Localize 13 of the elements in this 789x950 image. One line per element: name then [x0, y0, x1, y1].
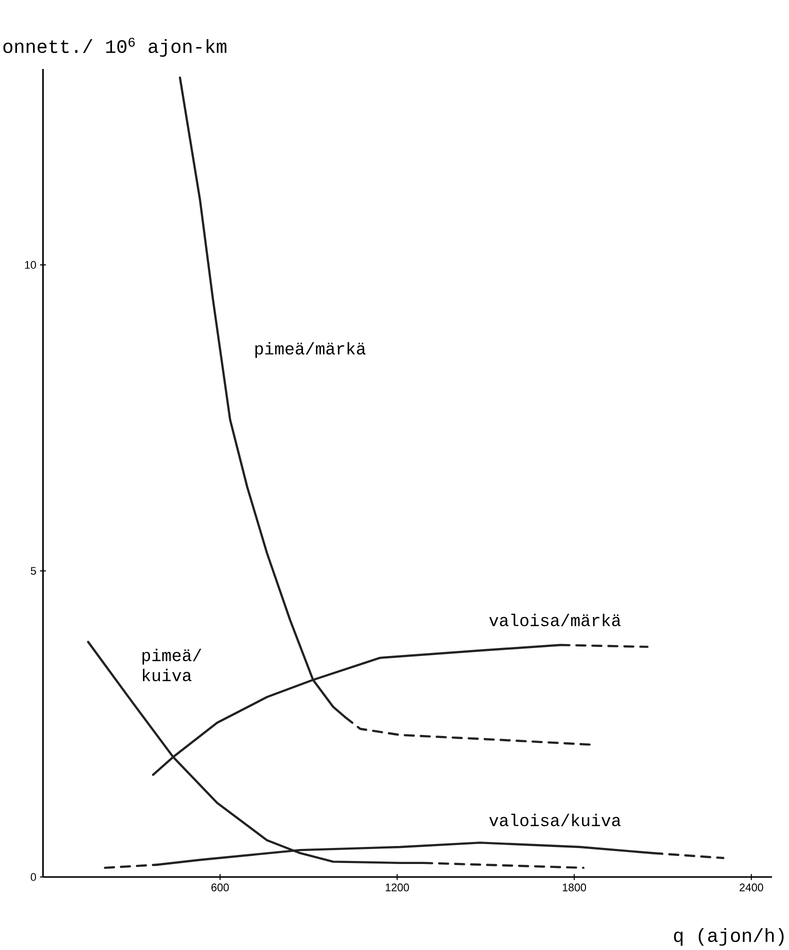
x-axis-title: q (ajon/h) [674, 928, 784, 946]
y-tick-label: 5 [30, 567, 36, 575]
y-axis-title: onnett./ 10$^{6}$ ajon-km [3, 38, 226, 57]
y-tick-label: 10 [25, 260, 36, 269]
y-tick-label: 0 [30, 873, 36, 881]
annotation: valoisa/märkä [489, 614, 621, 626]
annotation: pimeä/märkä [255, 342, 366, 358]
annotation: valoisa/kuiva [489, 814, 621, 826]
x-tick-label: 1200 [386, 884, 409, 892]
x-tick-label: 1800 [562, 884, 586, 892]
x-tick-label: 600 [211, 884, 229, 892]
x-tick-label: 2400 [740, 884, 764, 892]
annotation: pimeä/ kuiva [142, 648, 202, 682]
